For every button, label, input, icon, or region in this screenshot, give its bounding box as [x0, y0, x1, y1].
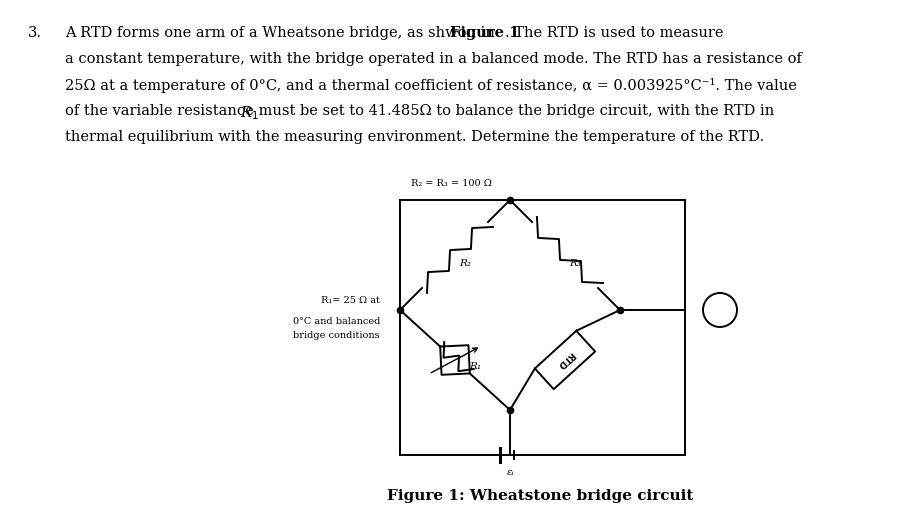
Text: G: G: [715, 305, 725, 315]
Text: bridge conditions: bridge conditions: [294, 331, 380, 340]
Text: εᵢ: εᵢ: [507, 468, 515, 477]
Circle shape: [703, 293, 737, 327]
Text: R₁: R₁: [469, 362, 481, 371]
Text: Figure 1: Wheatstone bridge circuit: Figure 1: Wheatstone bridge circuit: [387, 489, 693, 503]
Text: R₂: R₂: [459, 259, 471, 268]
Text: 25Ω at a temperature of 0°C, and a thermal coefficient of resistance, α = 0.0039: 25Ω at a temperature of 0°C, and a therm…: [65, 78, 797, 93]
Text: A RTD forms one arm of a Wheatsone bridge, as shwon in: A RTD forms one arm of a Wheatsone bridg…: [65, 26, 499, 40]
Text: a constant temperature, with the bridge operated in a balanced mode. The RTD has: a constant temperature, with the bridge …: [65, 52, 802, 66]
Text: . The RTD is used to measure: . The RTD is used to measure: [505, 26, 724, 40]
Text: R₁= 25 Ω at: R₁= 25 Ω at: [321, 296, 380, 305]
Text: RTD: RTD: [555, 350, 576, 370]
Text: R$_1$: R$_1$: [240, 104, 258, 122]
Text: thermal equilibrium with the measuring environment. Determine the temperature of: thermal equilibrium with the measuring e…: [65, 130, 764, 144]
Text: must be set to 41.485Ω to balance the bridge circuit, with the RTD in: must be set to 41.485Ω to balance the br…: [254, 104, 774, 118]
Text: 3.: 3.: [28, 26, 42, 40]
Text: R₃: R₃: [569, 259, 581, 268]
Text: 0°C and balanced: 0°C and balanced: [293, 317, 380, 326]
Text: Figure 1: Figure 1: [450, 26, 520, 40]
Text: R₂ = R₃ = 100 Ω: R₂ = R₃ = 100 Ω: [411, 179, 492, 188]
Text: of the variable resistance: of the variable resistance: [65, 104, 258, 118]
